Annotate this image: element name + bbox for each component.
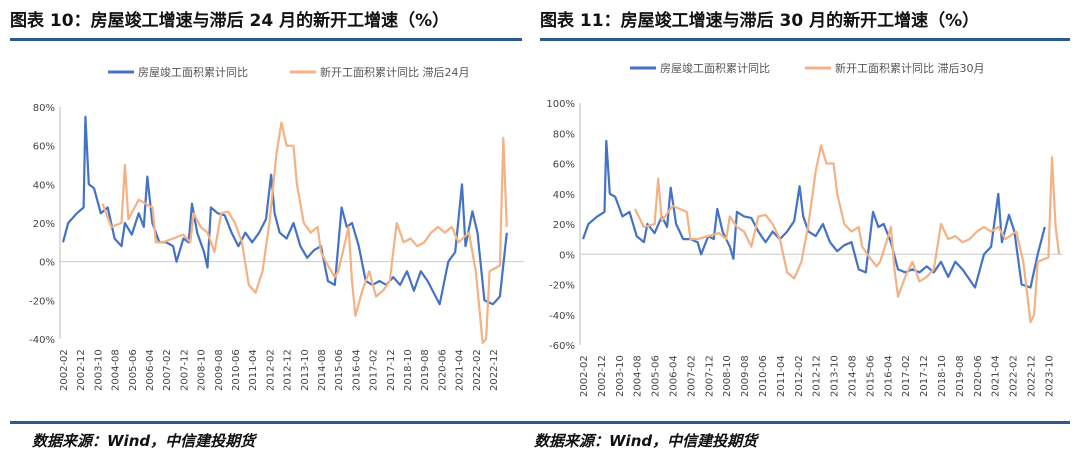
x-tick-label: 2020-06: [437, 349, 448, 391]
x-tick-label: 2007-02: [686, 355, 697, 397]
y-tick-label: 0%: [559, 250, 575, 261]
legend-label: 新开工面积累计同比 滞后24月: [320, 65, 470, 79]
footer-rule: [10, 421, 1070, 424]
x-tick-label: 2011-04: [248, 349, 259, 391]
x-tick-label: 2006-04: [145, 349, 156, 391]
x-tick-label: 2004-08: [633, 355, 644, 397]
title-rule-right: [540, 38, 1070, 41]
x-tick-label: 2002-02: [59, 349, 70, 391]
title-rule-left: [10, 38, 522, 41]
x-tick-label: 2007-12: [179, 349, 190, 391]
x-tick-label: 2017-12: [919, 355, 930, 397]
x-tick-label: 2008-10: [197, 349, 208, 391]
x-tick-label: 2012-12: [812, 355, 823, 397]
x-tick-label: 2010-06: [758, 355, 769, 397]
x-tick-label: 2002-12: [597, 355, 608, 397]
series-line-completions: [61, 115, 508, 306]
x-tick-label: 2014-08: [317, 349, 328, 391]
y-tick-label: 40%: [33, 180, 55, 191]
x-tick-label: 2002-12: [76, 349, 87, 391]
x-tick-label: 2021-04: [455, 349, 466, 391]
x-tick-label: 2004-08: [111, 349, 122, 391]
x-tick-label: 2002-02: [579, 355, 590, 397]
x-tick-label: 2013-10: [300, 349, 311, 391]
y-tick-label: 60%: [33, 142, 55, 153]
x-tick-label: 2016-04: [883, 355, 894, 397]
x-tick-label: 2018-10: [403, 349, 414, 391]
y-tick-label: -40%: [549, 311, 575, 322]
y-tick-label: 80%: [33, 103, 55, 114]
x-tick-label: 2017-12: [386, 349, 397, 391]
x-tick-label: 2015-06: [334, 349, 345, 391]
x-tick-label: 2017-02: [901, 355, 912, 397]
y-tick-label: 0%: [39, 258, 55, 269]
y-tick-label: -60%: [549, 341, 575, 352]
x-tick-label: 2013-10: [830, 355, 841, 397]
legend-label: 房屋竣工面积累计同比: [660, 61, 770, 75]
x-tick-label: 2007-02: [162, 349, 173, 391]
x-tick-label: 2012-02: [265, 349, 276, 391]
chart-10: -40% -20% 0% 20% 40% 60% 80% 2002-02 2002-12 2003…: [29, 65, 524, 391]
x-tick-label: 2012-02: [794, 355, 805, 397]
x-tick-label: 2018-10: [937, 355, 948, 397]
chart-title-11: 图表 11：房屋竣工增速与滞后 30 月的新开工增速（%）: [540, 11, 980, 31]
x-tick-label: 2010-06: [231, 349, 242, 391]
x-tick-label: 2007-12: [704, 355, 715, 397]
x-tick-label: 2019-08: [420, 349, 431, 391]
x-tick-label: 2016-04: [351, 349, 362, 391]
series-line-new-starts: [101, 121, 508, 344]
x-tick-label: 2008-10: [722, 355, 733, 397]
y-tick-label: -20%: [549, 281, 575, 292]
y-tick-label: -40%: [29, 335, 55, 346]
x-tick-label: 2012-12: [283, 349, 294, 391]
x-tick-label: 2015-06: [865, 355, 876, 397]
x-tick-label: 2006-04: [669, 355, 680, 397]
y-tick-label: 20%: [553, 220, 575, 231]
x-tick-label: 2021-04: [991, 355, 1002, 397]
x-tick-label: 2022-12: [1027, 355, 1038, 397]
y-tick-label: 80%: [553, 129, 575, 140]
series-line-new-starts: [633, 144, 1061, 324]
x-tick-label: 2017-02: [369, 349, 380, 391]
source-note-left: 数据来源：Wind，中信建投期货: [32, 432, 256, 450]
chart-title-10: 图表 10：房屋竣工增速与滞后 24 月的新开工增速（%）: [10, 11, 450, 31]
y-tick-label: 40%: [553, 190, 575, 201]
x-tick-label: 2022-02: [1009, 355, 1020, 397]
x-tick-label: 2009-08: [740, 355, 751, 397]
x-tick-label: 2005-06: [651, 355, 662, 397]
source-note-right: 数据来源：Wind，中信建投期货: [534, 432, 758, 450]
legend-label: 房屋竣工面积累计同比: [138, 65, 248, 79]
x-tick-label: 2009-08: [214, 349, 225, 391]
y-tick-label: 100%: [546, 99, 575, 110]
series-line-completions: [581, 139, 1046, 289]
y-tick-label: -20%: [29, 296, 55, 307]
x-tick-label: 2003-10: [93, 349, 104, 391]
y-tick-label: 20%: [33, 219, 55, 230]
x-tick-label: 2023-10: [1044, 355, 1055, 397]
x-tick-label: 2019-08: [955, 355, 966, 397]
x-tick-label: 2022-02: [472, 349, 483, 391]
y-tick-label: 60%: [553, 160, 575, 171]
chart-11: -60% -40% -20% 0% 20% 40% 60% 80% 100% 2002-02 200…: [546, 61, 1063, 397]
legend-label: 新开工面积累计同比 滞后30月: [835, 61, 985, 75]
x-tick-label: 2020-06: [973, 355, 984, 397]
x-tick-label: 2011-04: [776, 355, 787, 397]
x-tick-label: 2014-08: [848, 355, 859, 397]
x-tick-label: 2022-12: [489, 349, 500, 391]
x-tick-label: 2005-06: [128, 349, 139, 391]
x-tick-label: 2003-10: [615, 355, 626, 397]
